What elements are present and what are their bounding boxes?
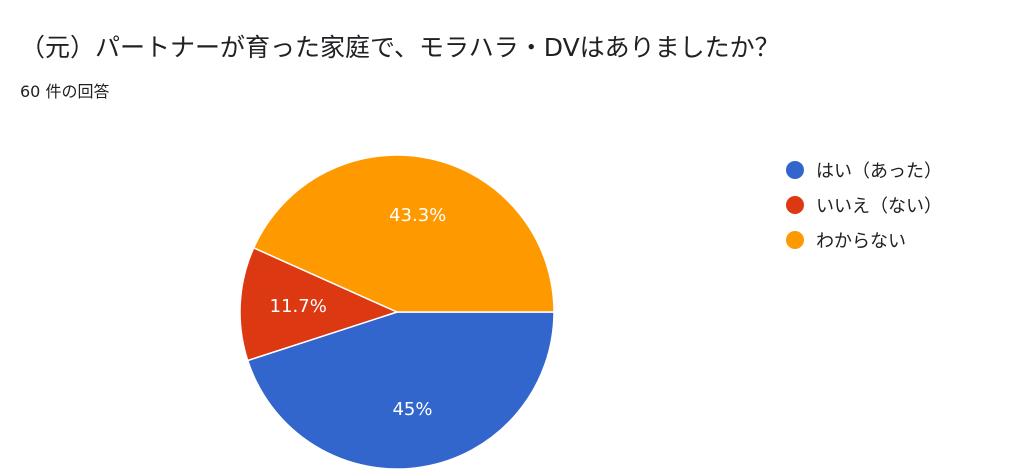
legend-swatch-unknown bbox=[786, 230, 804, 249]
slice-label-no: 11.7% bbox=[270, 296, 327, 317]
response-count: 60 件の回答 bbox=[20, 82, 110, 101]
slice-yes[interactable] bbox=[246, 311, 555, 470]
legend-item-no[interactable]: いいえ（ない） bbox=[786, 187, 942, 222]
legend-swatch-no bbox=[786, 195, 804, 214]
legend-label-no: いいえ（ない） bbox=[816, 195, 942, 217]
legend-swatch-yes bbox=[786, 160, 804, 179]
legend: はい（あった） いいえ（ない） わからない bbox=[786, 152, 942, 257]
legend-label-yes: はい（あった） bbox=[816, 160, 942, 182]
slice-label-yes: 45% bbox=[392, 399, 432, 420]
slice-no[interactable] bbox=[239, 246, 400, 362]
legend-label-unknown: わからない bbox=[816, 230, 906, 252]
legend-item-yes[interactable]: はい（あった） bbox=[786, 152, 942, 187]
slice-label-unknown: 43.3% bbox=[389, 205, 446, 226]
slice-unknown[interactable] bbox=[252, 154, 555, 313]
legend-item-unknown[interactable]: わからない bbox=[786, 222, 942, 257]
chart-title: （元）パートナーが育った家庭で、モラハラ・DVはありましたか？ bbox=[20, 33, 780, 62]
